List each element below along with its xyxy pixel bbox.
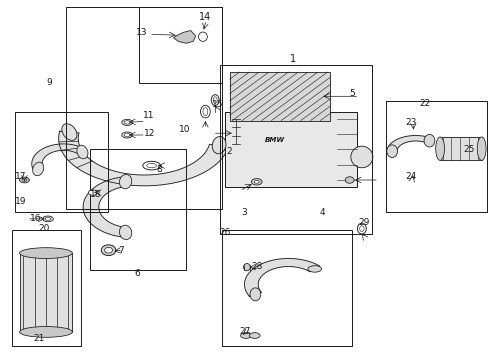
Ellipse shape — [386, 145, 397, 158]
Ellipse shape — [124, 133, 130, 136]
Text: 22: 22 — [419, 99, 430, 108]
Text: 19: 19 — [15, 197, 26, 206]
Ellipse shape — [249, 333, 260, 338]
Ellipse shape — [213, 97, 217, 103]
Text: 17: 17 — [15, 172, 26, 181]
Ellipse shape — [104, 247, 112, 253]
Text: 20: 20 — [38, 224, 50, 233]
Ellipse shape — [20, 327, 72, 337]
Bar — [229, 72, 329, 121]
Bar — [386, 101, 486, 212]
Ellipse shape — [88, 190, 97, 195]
Ellipse shape — [251, 179, 262, 185]
Text: 3: 3 — [241, 208, 247, 217]
Ellipse shape — [212, 136, 225, 154]
Bar — [222, 230, 351, 346]
Bar — [224, 112, 356, 187]
Ellipse shape — [435, 137, 444, 161]
Ellipse shape — [146, 163, 156, 168]
Ellipse shape — [142, 161, 160, 170]
Ellipse shape — [476, 137, 485, 161]
Bar — [12, 230, 81, 346]
Ellipse shape — [345, 177, 353, 183]
Ellipse shape — [200, 105, 210, 118]
Ellipse shape — [243, 264, 250, 271]
Text: 5: 5 — [348, 89, 354, 98]
Ellipse shape — [119, 225, 131, 239]
Ellipse shape — [198, 32, 207, 41]
Text: 7: 7 — [118, 246, 124, 255]
Text: 24: 24 — [404, 172, 416, 181]
Ellipse shape — [249, 288, 260, 301]
Ellipse shape — [33, 162, 43, 176]
Bar — [90, 149, 185, 270]
Text: 13: 13 — [136, 28, 147, 37]
Ellipse shape — [22, 179, 27, 181]
Text: 15: 15 — [211, 100, 223, 109]
Text: 29: 29 — [358, 218, 369, 227]
Text: 27: 27 — [239, 327, 251, 336]
Ellipse shape — [359, 226, 363, 231]
Text: 25: 25 — [463, 145, 474, 154]
Text: 4: 4 — [319, 208, 325, 217]
Ellipse shape — [357, 223, 366, 234]
Text: 8: 8 — [156, 165, 162, 174]
Ellipse shape — [20, 248, 72, 258]
Ellipse shape — [254, 180, 259, 183]
Text: 26: 26 — [219, 228, 230, 237]
Text: 9: 9 — [46, 78, 52, 87]
Ellipse shape — [20, 177, 29, 183]
Text: 21: 21 — [33, 334, 45, 343]
Text: 23: 23 — [404, 118, 416, 127]
Text: 12: 12 — [143, 129, 155, 138]
Ellipse shape — [77, 145, 88, 159]
Text: 2: 2 — [225, 147, 231, 156]
Ellipse shape — [42, 216, 53, 222]
Bar — [439, 137, 481, 160]
Bar — [20, 253, 72, 332]
Ellipse shape — [240, 333, 251, 338]
Polygon shape — [173, 31, 195, 43]
Bar — [220, 65, 371, 234]
Ellipse shape — [119, 175, 131, 189]
Ellipse shape — [211, 95, 219, 105]
Text: 6: 6 — [134, 269, 140, 278]
Ellipse shape — [350, 146, 372, 168]
Bar — [66, 7, 222, 209]
Polygon shape — [59, 131, 228, 186]
Ellipse shape — [45, 217, 51, 220]
Ellipse shape — [124, 121, 130, 124]
Ellipse shape — [122, 120, 132, 126]
Ellipse shape — [122, 132, 132, 138]
Text: 10: 10 — [179, 125, 190, 134]
Polygon shape — [83, 177, 126, 237]
Text: 18: 18 — [89, 190, 101, 199]
Ellipse shape — [101, 245, 116, 256]
Polygon shape — [386, 136, 431, 151]
Text: 11: 11 — [143, 111, 155, 120]
Polygon shape — [244, 258, 319, 296]
Bar — [139, 7, 222, 83]
Polygon shape — [32, 144, 86, 170]
Text: 28: 28 — [250, 262, 262, 271]
Ellipse shape — [423, 134, 434, 147]
Ellipse shape — [307, 266, 321, 272]
Ellipse shape — [61, 124, 77, 140]
Text: 1: 1 — [290, 54, 296, 64]
Text: 16: 16 — [29, 214, 41, 223]
Bar — [15, 112, 107, 212]
Ellipse shape — [203, 108, 207, 116]
Text: BMW: BMW — [264, 137, 285, 143]
Text: 14: 14 — [199, 12, 211, 22]
